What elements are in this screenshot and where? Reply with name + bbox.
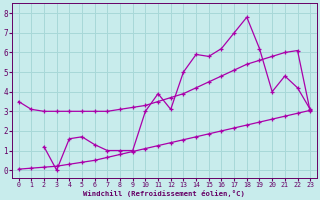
X-axis label: Windchill (Refroidissement éolien,°C): Windchill (Refroidissement éolien,°C) (84, 190, 245, 197)
